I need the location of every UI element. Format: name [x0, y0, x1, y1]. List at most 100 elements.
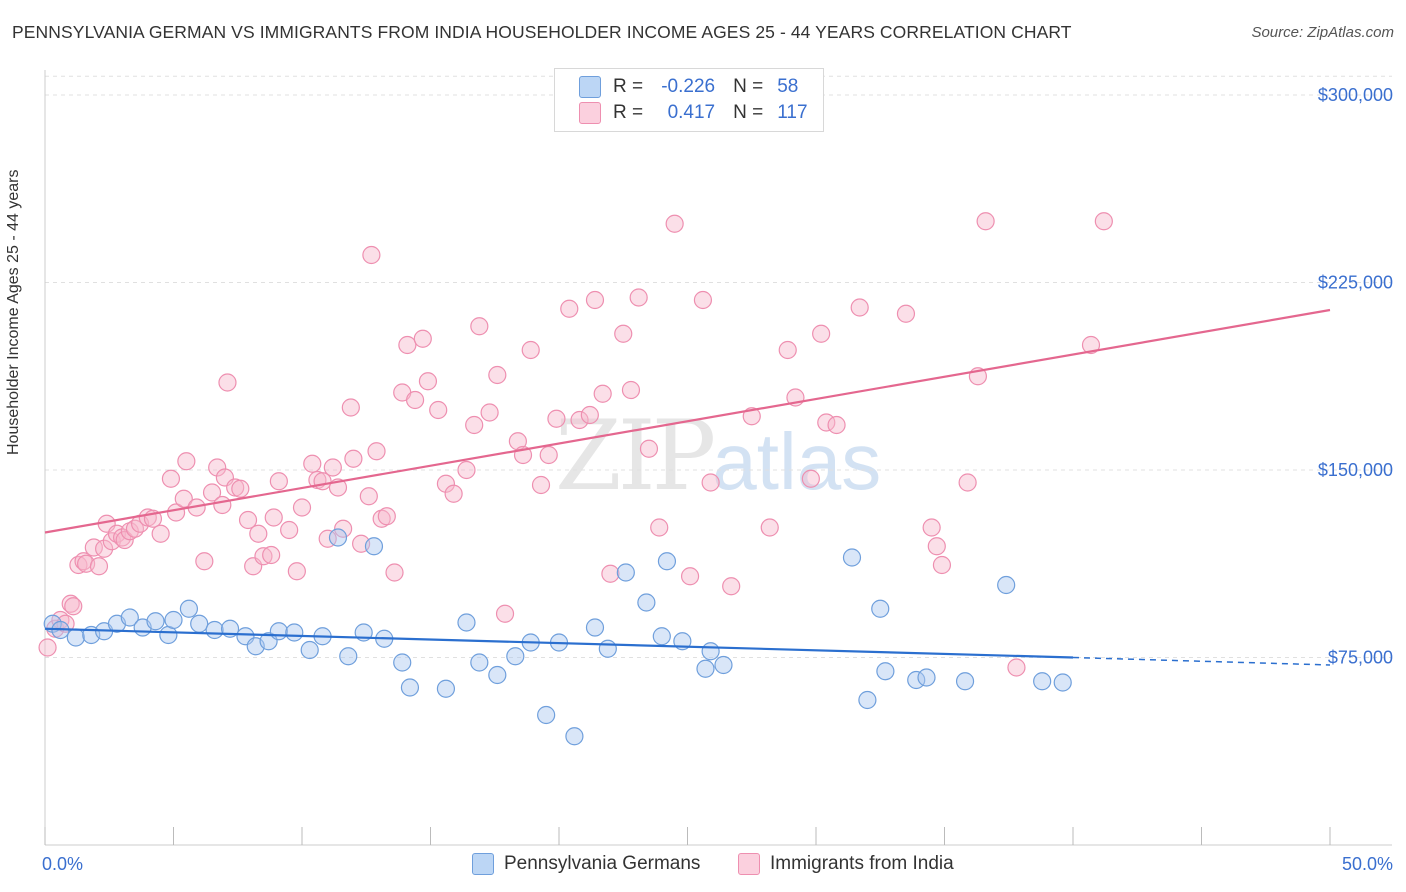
legend-swatch-pink — [738, 853, 760, 875]
legend-item-pennsylvania-germans: Pennsylvania Germans — [472, 852, 700, 876]
data-point-immigrants-from-india — [827, 415, 846, 435]
data-point-immigrants-from-india — [208, 458, 227, 477]
data-point-immigrants-from-india — [614, 324, 633, 343]
data-point-pennsylvania-germans — [876, 662, 895, 681]
data-point-immigrants-from-india — [367, 442, 386, 461]
data-point-immigrants-from-india — [680, 567, 700, 586]
data-point-immigrants-from-india — [341, 398, 360, 417]
data-point-immigrants-from-india — [38, 638, 57, 657]
data-point-immigrants-from-india — [280, 520, 299, 540]
legend-label: Immigrants from India — [770, 853, 954, 874]
data-point-immigrants-from-india — [629, 288, 648, 307]
data-point-pennsylvania-germans — [506, 647, 525, 666]
data-point-immigrants-from-india — [334, 519, 353, 538]
data-point-pennsylvania-germans — [616, 563, 635, 582]
data-point-immigrants-from-india — [601, 564, 620, 583]
data-point-immigrants-from-india — [560, 299, 579, 318]
watermark-atlas: atlas — [712, 417, 882, 506]
data-point-pennsylvania-germans — [585, 618, 605, 637]
legend-label: Pennsylvania Germans — [504, 853, 701, 874]
data-point-immigrants-from-india — [418, 372, 438, 391]
data-point-immigrants-from-india — [665, 214, 684, 233]
r-label: R = — [613, 102, 644, 123]
r-label: R = — [613, 76, 644, 97]
data-point-immigrants-from-india — [398, 335, 417, 355]
data-point-immigrants-from-india — [218, 373, 237, 392]
y-tick-label: $150,000 — [1318, 460, 1393, 480]
data-point-immigrants-from-india — [539, 445, 558, 465]
data-point-immigrants-from-india — [405, 390, 425, 410]
trendline-immigrants-from-india — [44, 308, 1331, 534]
data-point-immigrants-from-india — [269, 472, 288, 491]
data-point-immigrants-from-india — [1007, 658, 1026, 677]
data-point-immigrants-from-india — [585, 290, 605, 310]
stats-legend-row-pink: R = 0.417 N = 117 — [579, 101, 808, 125]
data-point-immigrants-from-india — [64, 597, 83, 616]
data-point-immigrants-from-india — [896, 304, 916, 323]
data-point-immigrants-from-india — [287, 562, 306, 581]
data-point-immigrants-from-india — [413, 329, 432, 348]
data-point-pennsylvania-germans — [1033, 672, 1052, 691]
data-point-pennsylvania-germans — [269, 622, 288, 641]
legend-swatch-blue — [472, 853, 494, 875]
watermark: ZIPatlas — [555, 400, 881, 512]
data-point-immigrants-from-india — [95, 539, 114, 558]
y-tick-label: $300,000 — [1318, 85, 1393, 105]
legend-item-immigrants-from-india: Immigrants from India — [738, 852, 954, 876]
data-point-immigrants-from-india — [850, 298, 869, 317]
data-point-immigrants-from-india — [120, 522, 139, 541]
data-point-immigrants-from-india — [323, 458, 342, 477]
x-tick-label: 50.0% — [1342, 854, 1393, 874]
r-value: -0.226 — [661, 76, 716, 97]
n-label: N = — [733, 76, 764, 97]
data-point-pennsylvania-germans — [300, 640, 319, 660]
data-point-immigrants-from-india — [1081, 335, 1101, 355]
data-point-pennsylvania-germans — [657, 552, 677, 571]
data-point-immigrants-from-india — [812, 324, 831, 343]
data-point-immigrants-from-india — [976, 212, 995, 231]
data-point-pennsylvania-germans — [285, 623, 304, 642]
data-point-pennsylvania-germans — [179, 599, 199, 618]
data-point-pennsylvania-germans — [120, 608, 139, 627]
data-point-immigrants-from-india — [202, 483, 222, 502]
data-point-immigrants-from-india — [927, 537, 946, 556]
data-point-pennsylvania-germans — [470, 653, 489, 672]
data-point-immigrants-from-india — [161, 469, 181, 488]
data-point-pennsylvania-germans — [917, 668, 936, 687]
data-point-immigrants-from-india — [377, 507, 396, 526]
data-point-pennsylvania-germans — [858, 690, 877, 710]
data-point-pennsylvania-germans — [457, 613, 476, 632]
data-point-immigrants-from-india — [436, 474, 456, 493]
data-point-pennsylvania-germans — [66, 628, 85, 647]
data-point-immigrants-from-india — [231, 479, 250, 498]
x-tick-label: 0.0% — [42, 854, 83, 874]
data-point-immigrants-from-india — [61, 594, 80, 613]
stats-legend-row-blue: R = -0.226 N = 58 — [579, 75, 798, 99]
data-point-pennsylvania-germans — [339, 647, 358, 666]
data-point-immigrants-from-india — [177, 452, 196, 471]
data-point-pennsylvania-germans — [164, 610, 183, 630]
data-point-immigrants-from-india — [195, 552, 214, 571]
data-point-immigrants-from-india — [213, 495, 232, 515]
data-point-immigrants-from-india — [385, 563, 404, 582]
data-point-pennsylvania-germans — [328, 528, 348, 547]
data-point-pennsylvania-germans — [488, 665, 507, 685]
data-point-immigrants-from-india — [547, 409, 566, 428]
data-point-pennsylvania-germans — [1053, 673, 1072, 692]
data-point-pennsylvania-germans — [714, 655, 733, 675]
data-point-immigrants-from-india — [570, 410, 589, 430]
data-point-immigrants-from-india — [362, 245, 381, 265]
data-point-immigrants-from-india — [801, 469, 820, 488]
data-point-immigrants-from-india — [444, 484, 463, 503]
data-point-immigrants-from-india — [292, 498, 312, 517]
data-point-immigrants-from-india — [760, 518, 779, 537]
y-tick-label: $75,000 — [1328, 648, 1393, 668]
data-point-pennsylvania-germans — [997, 575, 1016, 595]
data-point-immigrants-from-india — [722, 577, 741, 596]
legend-swatch-blue — [579, 76, 601, 98]
data-point-immigrants-from-india — [249, 524, 268, 543]
legend-swatch-pink — [579, 102, 601, 124]
data-point-immigrants-from-india — [1094, 212, 1113, 231]
data-point-immigrants-from-india — [922, 518, 941, 537]
data-point-pennsylvania-germans — [146, 612, 165, 631]
